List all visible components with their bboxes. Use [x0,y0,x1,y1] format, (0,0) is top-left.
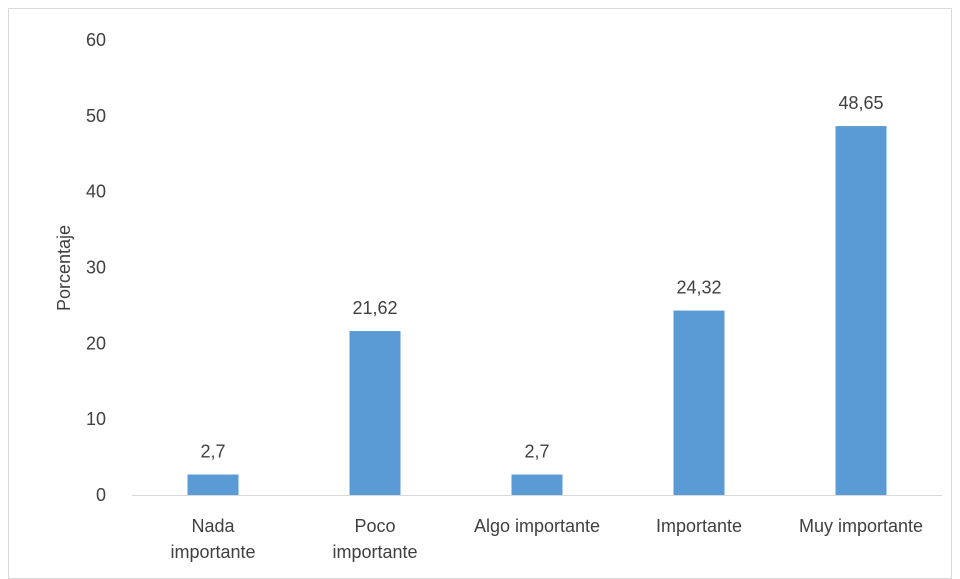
bar [511,474,563,495]
data-label: 2,7 [200,442,225,462]
category-label: Algo importante [474,516,600,536]
bar [349,331,401,495]
bar [673,310,725,495]
data-label: 21,62 [352,298,397,318]
y-axis-ticks: 0 10 20 30 40 50 60 [86,30,106,505]
y-tick-label: 0 [96,485,106,505]
category-label: Importante [656,516,742,536]
y-tick-label: 50 [86,106,106,126]
bars [187,126,887,495]
bar [187,474,239,495]
y-tick-label: 20 [86,333,106,353]
category-label: importante [332,542,417,562]
y-tick-label: 40 [86,182,106,202]
y-tick-label: 30 [86,258,106,278]
category-label: importante [170,542,255,562]
data-label: 48,65 [838,93,883,113]
data-label: 2,7 [524,442,549,462]
bar [835,126,887,495]
category-label: Poco [354,516,395,536]
category-labels: Nada importante Poco importante Algo importa… [170,516,923,562]
category-label: Muy importante [799,516,923,536]
chart-frame [8,8,952,579]
data-label: 24,32 [676,278,721,298]
y-tick-label: 60 [86,30,106,50]
y-axis-title: Porcentaje [54,225,74,311]
category-label: Nada [191,516,235,536]
data-labels: 2,7 21,62 2,7 24,32 48,65 [200,93,883,461]
y-tick-label: 10 [86,409,106,429]
